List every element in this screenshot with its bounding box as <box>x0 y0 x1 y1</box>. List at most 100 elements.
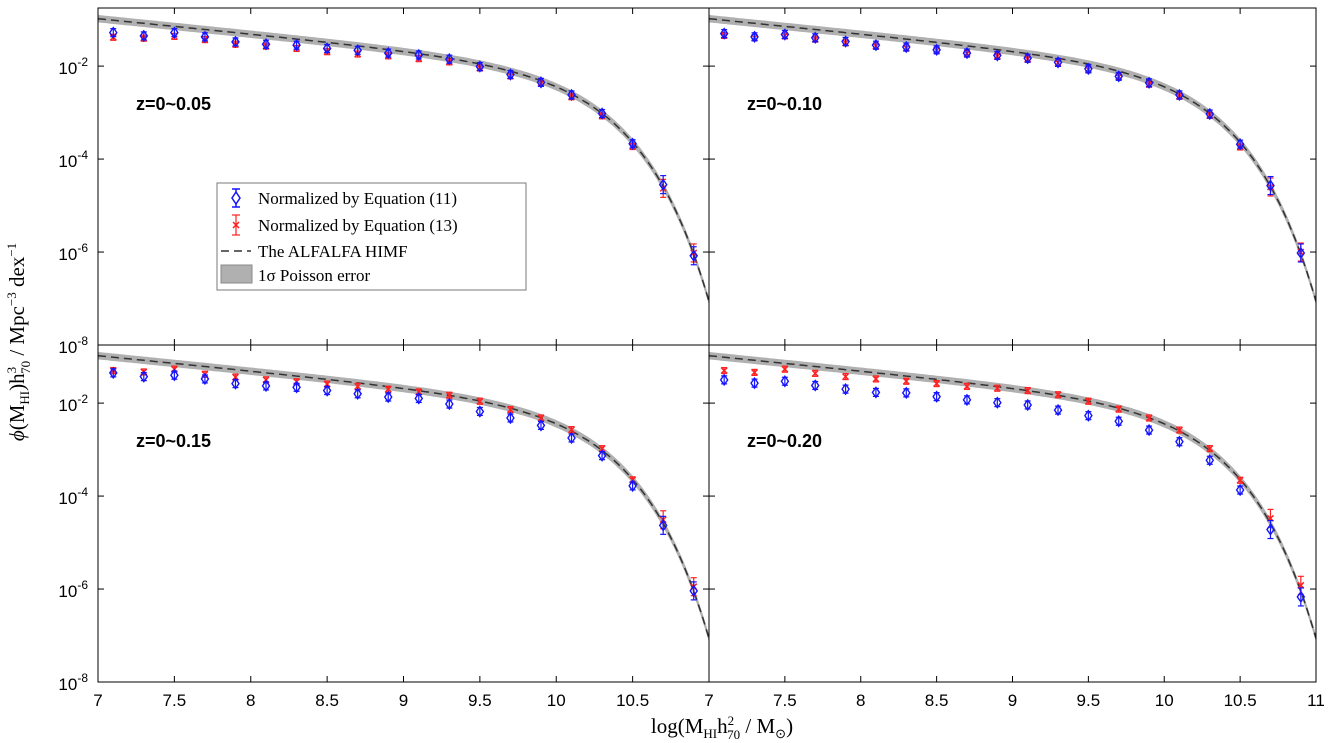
x-tick-label: 9.5 <box>1077 691 1101 710</box>
panel-3 <box>98 352 709 643</box>
blue-point <box>1084 62 1093 76</box>
blue-point <box>1175 88 1184 102</box>
blue-point <box>1023 398 1033 412</box>
blue-point <box>841 35 850 48</box>
red-point <box>993 384 1001 392</box>
x-tick-label: 7.5 <box>773 691 797 710</box>
x-tick-label: 8.5 <box>925 691 949 710</box>
legend-marker-blue <box>231 188 241 208</box>
x-tick-label: 9 <box>1008 691 1017 710</box>
x-axis-label: log(MHIh2 70 / M⊙) <box>651 713 793 742</box>
blue-point <box>901 40 911 54</box>
panels-layer: z=0~0.05 z=0~0.10 z=0~0.15 z=0~0.20 <box>97 7 1317 683</box>
panel-4 <box>709 352 1316 643</box>
himf-dashed-line <box>709 17 1316 302</box>
red-point <box>933 379 941 388</box>
blue-point <box>414 392 424 405</box>
legend-marker-red <box>232 214 240 236</box>
panel-2 <box>709 15 1316 306</box>
blue-point <box>658 515 668 535</box>
blue-point <box>871 386 881 399</box>
poisson-band <box>98 352 709 643</box>
blue-point <box>292 381 301 394</box>
y-tick-label: 10-6 <box>58 241 88 264</box>
red-point <box>750 368 759 377</box>
blue-point <box>108 366 118 380</box>
blue-point <box>1266 175 1275 196</box>
blue-point <box>1205 454 1215 467</box>
legend-label-eq13: Normalized by Equation (13) <box>258 216 458 235</box>
poisson-band <box>709 352 1316 643</box>
red-point <box>781 365 789 373</box>
blue-point <box>597 107 607 120</box>
x-tick-label: 10.5 <box>1224 691 1257 710</box>
blue-point <box>750 376 759 390</box>
x-tick-label: 11 <box>1307 691 1325 710</box>
red-point <box>1024 386 1032 395</box>
legend-label-poisson: 1σ Poisson error <box>258 266 370 285</box>
red-point <box>872 375 880 383</box>
blue-point <box>1296 587 1306 607</box>
legend-box <box>216 182 527 291</box>
panel-label: z=0~0.10 <box>747 94 822 114</box>
red-point <box>720 366 728 375</box>
blue-point <box>567 431 576 445</box>
red-point <box>902 377 910 385</box>
blue-point <box>200 372 210 386</box>
red-point <box>476 397 484 405</box>
blue-point <box>1023 51 1033 65</box>
panel-label: z=0~0.15 <box>136 431 211 451</box>
x-tick-label: 9.5 <box>468 691 492 710</box>
blue-point <box>170 368 179 382</box>
blue-point <box>322 384 332 397</box>
x-tick-label: 8 <box>246 691 255 710</box>
blue-point <box>658 175 668 195</box>
x-tick-label: 10.5 <box>616 691 649 710</box>
red-point <box>811 369 819 377</box>
panel-frame <box>97 7 710 346</box>
blue-point <box>932 43 941 57</box>
blue-point <box>1205 107 1215 121</box>
red-point <box>1084 397 1092 405</box>
y-axis-label: ϕ(MHI)h370 / Mpc−3 dex−1 <box>4 243 33 441</box>
blue-point <box>1235 483 1245 497</box>
red-point <box>963 382 971 390</box>
blue-point <box>139 29 149 43</box>
blue-point <box>841 382 850 396</box>
x-tick-label: 8.5 <box>315 691 339 710</box>
y-tick-label: 10-4 <box>58 485 88 508</box>
blue-point <box>1144 423 1154 437</box>
blue-point <box>108 26 118 39</box>
x-tick-label: 7 <box>704 691 713 710</box>
blue-point <box>322 42 332 55</box>
red-point <box>842 373 850 381</box>
blue-point <box>261 379 271 393</box>
blue-point <box>231 35 240 49</box>
legend: Normalized by Equation (11) Normalized b… <box>216 182 527 291</box>
blue-point <box>1084 409 1093 422</box>
blue-point <box>1296 243 1306 263</box>
blue-point <box>750 30 759 44</box>
blue-point <box>992 396 1002 409</box>
blue-point <box>444 397 454 411</box>
blue-point <box>536 76 546 89</box>
blue-point <box>689 246 699 266</box>
himf-dashed-line <box>98 354 709 639</box>
y-tick-label: 10-2 <box>58 55 88 78</box>
blue-point <box>780 28 790 41</box>
red-point <box>567 425 576 434</box>
red-point <box>1145 414 1153 422</box>
blue-point <box>992 49 1002 62</box>
panel-label: z=0~0.05 <box>136 94 211 114</box>
red-point <box>1206 445 1214 453</box>
red-point <box>1175 426 1183 434</box>
blue-point <box>901 386 911 400</box>
red-point <box>1054 391 1062 399</box>
himf-dashed-line <box>709 354 1316 639</box>
blue-point <box>962 46 972 60</box>
poisson-band <box>98 15 709 306</box>
blue-point <box>1114 415 1124 428</box>
blue-point <box>292 38 301 52</box>
blue-point <box>475 405 485 418</box>
